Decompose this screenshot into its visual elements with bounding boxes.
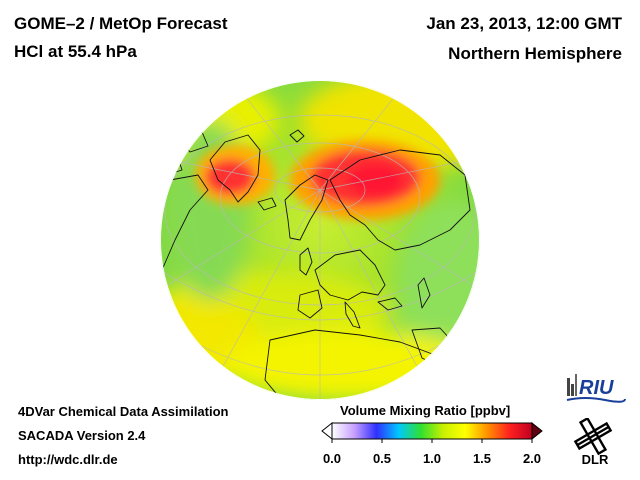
region-label: Northern Hemisphere: [448, 44, 622, 63]
asia-coastline: [329, 149, 471, 251]
italy-coastline: [344, 301, 361, 329]
colorbar-tick-label: 1.5: [473, 451, 491, 466]
svg-text:DLR: DLR: [582, 452, 609, 467]
product-title: GOME–2 / MetOp Forecast: [14, 14, 228, 33]
colorbar-tick-label: 2.0: [523, 451, 541, 466]
iberia-coastline: [297, 289, 323, 319]
europe-coastline: [314, 249, 386, 301]
svalbard-coastline: [289, 129, 305, 143]
colorbar-under-arrow: [321, 421, 333, 441]
caspian-coastline: [417, 277, 431, 309]
datetime-label: Jan 23, 2013, 12:00 GMT: [426, 14, 622, 33]
model-version-label: SACADA Version 2.4: [18, 428, 146, 443]
colorbar-tick-label: 1.0: [423, 451, 441, 466]
colorbar-title: Volume Mixing Ratio [ppbv]: [340, 403, 511, 418]
colorbar-tick-label: 0.5: [373, 451, 391, 466]
colorbar-over-arrow: [531, 421, 543, 441]
globe-map: [160, 80, 480, 400]
colorbar-gradient: [331, 422, 533, 440]
method-label: 4DVar Chemical Data Assimilation: [18, 404, 229, 419]
colorbar-tick-label: 0.0: [323, 451, 341, 466]
iceland-coastline: [257, 197, 277, 211]
colorbar: 0.0 0.5 1.0 1.5 2.0: [321, 421, 543, 466]
black-sea-coastline: [377, 297, 403, 311]
scandinavia-coastline: [284, 174, 329, 241]
riu-logo: RIU: [566, 374, 626, 403]
greenland-coastline: [209, 134, 261, 203]
website-link[interactable]: http://wdc.dlr.de: [18, 452, 118, 467]
uk-coastline: [299, 247, 313, 276]
quantity-title: HCl at 55.4 hPa: [14, 42, 137, 61]
svg-text:RIU: RIU: [579, 377, 614, 399]
north-america-coastline: [160, 174, 209, 281]
dlr-logo: DLR: [573, 418, 613, 467]
